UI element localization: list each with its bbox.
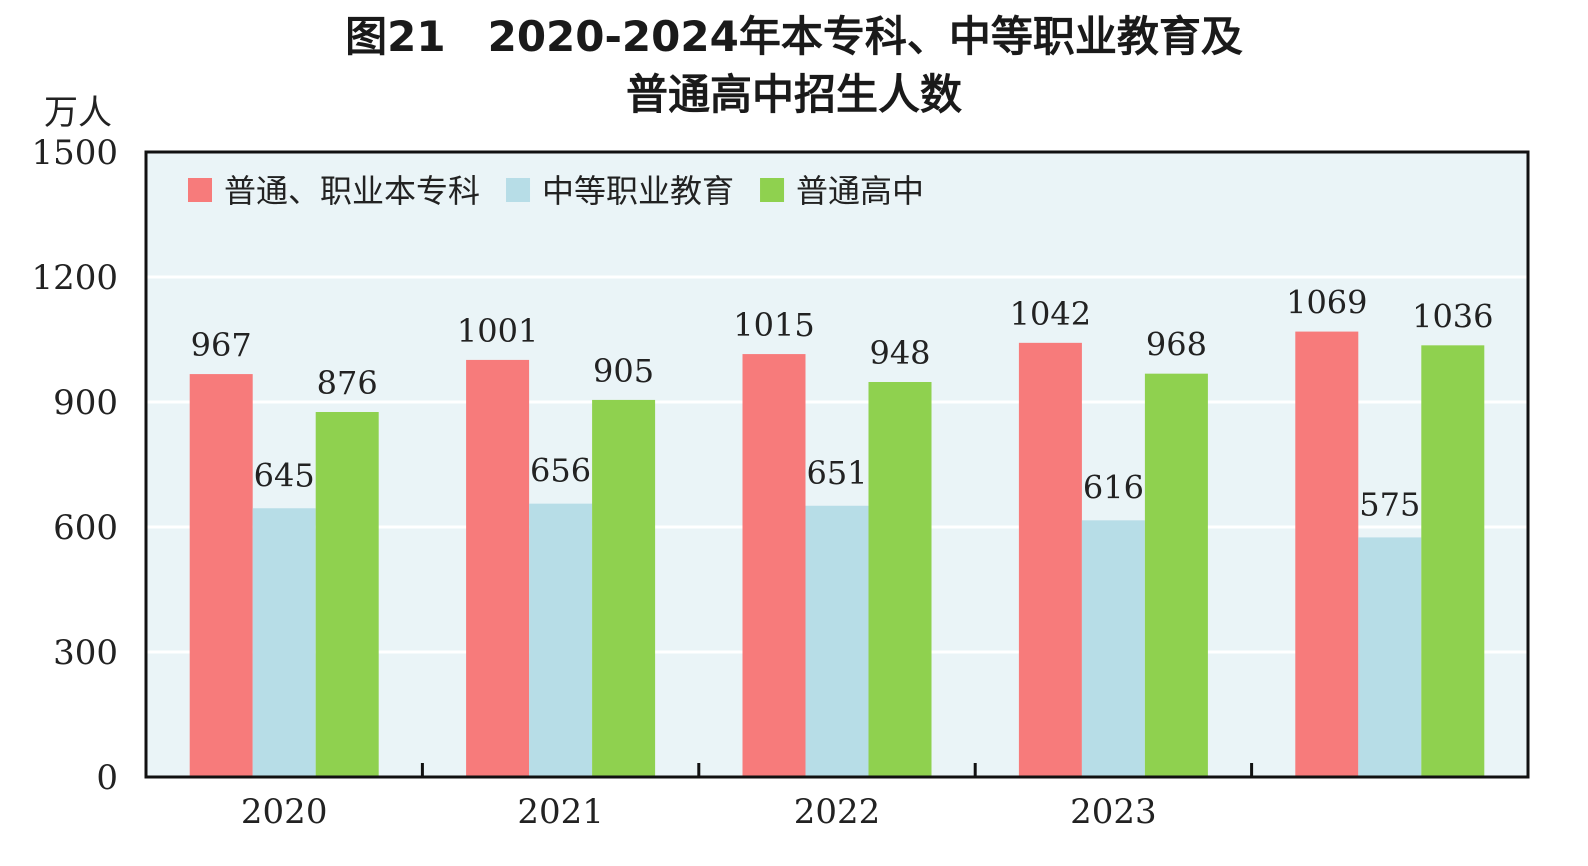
data-label: 1015	[733, 306, 814, 344]
bar	[1295, 331, 1359, 777]
legend-label: 普通、职业本专科	[224, 172, 480, 210]
y-tick-label: 1500	[31, 133, 118, 173]
bar	[252, 508, 316, 777]
chart-title-line-2: 普通高中招生人数	[625, 70, 962, 119]
y-tick-label: 600	[53, 508, 118, 548]
data-label: 905	[593, 352, 654, 390]
data-label: 645	[254, 456, 315, 494]
bar	[1358, 537, 1422, 777]
y-tick-label: 900	[53, 383, 118, 423]
legend-label: 中等职业教育	[542, 172, 734, 210]
data-label: 656	[530, 452, 591, 490]
data-label: 967	[191, 326, 252, 364]
bar	[1144, 373, 1208, 777]
bar	[868, 382, 932, 777]
bar	[466, 359, 530, 777]
y-axis: 0 300 600 900 1200 1500	[31, 133, 118, 798]
data-label: 948	[869, 334, 930, 372]
data-label: 876	[317, 364, 378, 402]
data-label: 616	[1083, 468, 1144, 506]
legend: 普通、职业本专科 中等职业教育 普通高中	[188, 172, 924, 210]
legend-swatch	[760, 178, 785, 202]
bar	[315, 412, 379, 777]
data-label: 651	[806, 454, 867, 492]
legend-swatch	[188, 178, 212, 202]
chart-title-line-1: 图21 2020-2024年本专科、中等职业教育及	[345, 12, 1243, 61]
x-tick-label: 2023	[1070, 792, 1157, 832]
bar	[1018, 342, 1082, 777]
x-tick-label: 2020	[241, 792, 328, 832]
x-axis: 2020 2021 2022 2023	[241, 763, 1254, 832]
data-label: 1042	[1010, 295, 1091, 333]
y-tick-label: 1200	[31, 258, 118, 298]
bar	[1081, 520, 1145, 777]
bar	[189, 374, 253, 777]
y-unit-label: 万人	[44, 93, 112, 133]
plot-frame	[144, 150, 1530, 779]
data-label: 1069	[1286, 284, 1367, 322]
data-label: 1036	[1412, 297, 1493, 335]
data-label: 968	[1146, 326, 1207, 364]
legend-swatch	[506, 178, 531, 202]
bar	[529, 503, 593, 777]
legend-label: 普通高中	[796, 172, 924, 210]
bars	[189, 331, 1485, 777]
bar	[1421, 345, 1485, 777]
y-tick-label: 0	[96, 758, 118, 798]
data-label: 1001	[457, 312, 538, 350]
x-tick-label: 2021	[517, 792, 604, 832]
data-label: 575	[1359, 485, 1420, 523]
y-tick-label: 300	[53, 633, 118, 673]
x-tick-label: 2022	[794, 792, 881, 832]
data-labels: 967 1001 1015 1042 1069 645 656 651 616 575 876 905…	[191, 284, 1494, 524]
bar	[742, 354, 806, 777]
chart-title: 图21 2020-2024年本专科、中等职业教育及 普通高中招生人数	[0, 8, 1588, 124]
bar	[592, 399, 656, 777]
bar	[805, 505, 869, 777]
